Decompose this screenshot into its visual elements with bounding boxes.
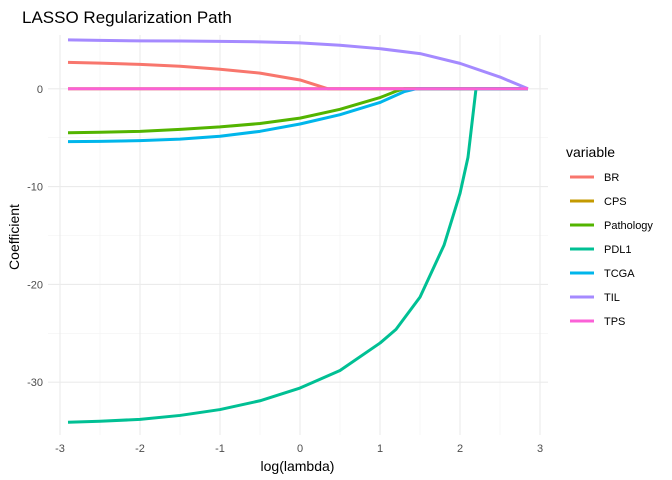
series-line-tcga [67,87,528,144]
series-line-br [67,60,528,91]
y-tick-label: -20 [27,279,43,291]
y-tick-label: 0 [37,84,43,96]
series-line-pathology [67,87,528,135]
legend-item-cps: CPS [570,196,627,208]
legend-label: TIL [604,292,620,304]
chart-title: LASSO Regularization Path [22,8,232,27]
legend: variable BR CPS Pathology PDL1 TCGA TIL TPS [566,144,653,328]
legend-item-til: TIL [570,292,620,304]
series-lines [67,38,529,424]
y-tick-label: -10 [27,182,43,194]
grid [48,35,548,435]
legend-items: BR CPS Pathology PDL1 TCGA TIL TPS [570,172,653,328]
x-tick-label: -2 [135,443,145,455]
y-tick-label: -30 [27,377,43,389]
legend-title: variable [566,144,615,160]
legend-label: CPS [604,196,627,208]
legend-label: PDL1 [604,244,632,256]
x-tick-label: 0 [297,443,303,455]
legend-item-pathology: Pathology [570,220,653,232]
legend-label: Pathology [604,220,653,232]
x-tick-label: -3 [55,443,65,455]
series-line-til [67,38,529,91]
y-axis-title: Coefficient [6,204,22,270]
legend-label: BR [604,172,619,184]
legend-label: TCGA [604,268,635,280]
legend-item-pdl1: PDL1 [570,244,632,256]
legend-item-tcga: TCGA [570,268,635,280]
x-tick-label: 2 [457,443,463,455]
x-axis-title: log(lambda) [261,458,335,474]
x-tick-label: -1 [215,443,225,455]
x-tick-label: 3 [537,443,543,455]
legend-label: TPS [604,316,625,328]
legend-item-br: BR [570,172,619,184]
series-line-pdl1 [67,87,528,424]
x-tick-label: 1 [377,443,383,455]
legend-item-tps: TPS [570,316,625,328]
tick-labels: -3 -2 -1 0 1 2 30-10-20-30 [27,84,543,455]
